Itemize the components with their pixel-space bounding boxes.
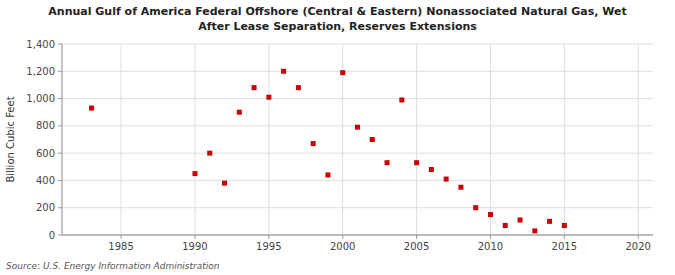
tick-label: 1995 [256, 241, 281, 252]
point [266, 95, 271, 100]
tick-label: 600 [36, 148, 55, 159]
point [252, 85, 257, 90]
point [488, 212, 493, 217]
tick-label: 0 [49, 230, 55, 241]
point [503, 223, 508, 228]
grid-line [62, 235, 653, 236]
point [444, 177, 449, 182]
tick-label: 200 [36, 202, 55, 213]
point [355, 125, 360, 130]
tick-mark [416, 235, 417, 239]
point [399, 97, 404, 102]
grid-line [564, 44, 565, 235]
point [547, 219, 552, 224]
tick-label: 1,200 [26, 66, 55, 77]
point [192, 171, 197, 176]
grid-line [121, 44, 122, 235]
point [207, 151, 212, 156]
tick-label: 2000 [330, 241, 355, 252]
tick-mark [564, 235, 565, 239]
point [518, 217, 523, 222]
point [311, 141, 316, 146]
tick-label: 2020 [625, 241, 650, 252]
tick-label: 1990 [182, 241, 207, 252]
tick-mark [268, 235, 269, 239]
point [281, 69, 286, 74]
tick-label: 1,400 [26, 39, 55, 50]
tick-label: 800 [36, 120, 55, 131]
tick-mark [121, 235, 122, 239]
tick-mark [58, 235, 62, 236]
tick-mark [58, 71, 62, 72]
points [89, 69, 567, 234]
tick-label: 400 [36, 175, 55, 186]
annotation: Source: U.S. Energy Information Administ… [6, 261, 220, 271]
point [370, 137, 375, 142]
axes: 0 200 400 600 800 1,000 1,200 1,400 1985 1990 1995… [26, 39, 653, 253]
point [473, 205, 478, 210]
point [414, 160, 419, 165]
point [458, 185, 463, 190]
grid-line [638, 44, 639, 235]
tick-label: 2015 [552, 241, 577, 252]
tick-label: 2010 [478, 241, 503, 252]
point [296, 85, 301, 90]
grid-line [268, 44, 269, 235]
grid-line [490, 44, 491, 235]
point [429, 167, 434, 172]
grid [62, 44, 653, 235]
tick-mark [638, 235, 639, 239]
title: Annual Gulf of America Federal Offshore … [48, 5, 626, 18]
x-axis-line [62, 235, 653, 236]
chart: Annual Gulf of America Federal Offshore … [0, 0, 675, 275]
tick-mark [58, 44, 62, 45]
tick-mark [58, 207, 62, 208]
tick-mark [58, 98, 62, 99]
tick-label: 2005 [404, 241, 429, 252]
tick-mark [194, 235, 195, 239]
point [222, 181, 227, 186]
tick-mark [58, 153, 62, 154]
y-axis-label: Billion Cubic Feet [5, 96, 16, 182]
y-axis-line [62, 44, 63, 235]
tick-label: 1985 [108, 241, 133, 252]
point [237, 110, 242, 115]
grid-line [416, 44, 417, 235]
point [340, 70, 345, 75]
tick-mark [490, 235, 491, 239]
point [325, 172, 330, 177]
tick-mark [58, 180, 62, 181]
point [385, 160, 390, 165]
tick-label: 1,000 [26, 93, 55, 104]
grid-line [194, 44, 195, 235]
point [562, 223, 567, 228]
tick-mark [342, 235, 343, 239]
point [89, 106, 94, 111]
tick-mark [58, 125, 62, 126]
subtitle: After Lease Separation, Reserves Extensi… [198, 20, 477, 33]
point [532, 228, 537, 233]
